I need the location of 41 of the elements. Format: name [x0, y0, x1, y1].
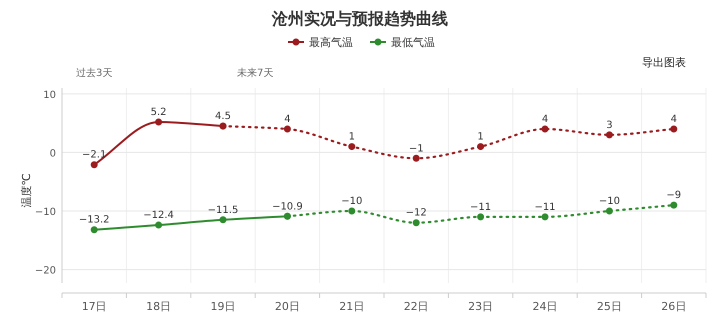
- data-label: 4: [284, 114, 291, 125]
- y-axis-title: 温度℃: [20, 173, 33, 208]
- data-label: 5.2: [150, 106, 167, 118]
- text: 未来7天: [237, 67, 274, 79]
- legend-label: 最低气温: [391, 36, 435, 49]
- data-label: −2.1: [82, 150, 106, 161]
- y-tick-label: −10: [34, 207, 56, 218]
- data-label: −12.4: [143, 210, 174, 222]
- data-label: −10: [598, 196, 620, 207]
- x-tick-label: 23日: [468, 300, 494, 313]
- x-tick-label: 24日: [532, 300, 558, 313]
- data-label: 3: [606, 120, 613, 131]
- x-tick-label: 26日: [661, 300, 686, 313]
- data-label: −10: [341, 196, 362, 207]
- y-tick-label: 0: [50, 148, 56, 160]
- x-tick-label: 22日: [404, 300, 429, 313]
- chart-title: 沧州实况与预报趋势曲线: [271, 9, 448, 28]
- x-tick-label: 25日: [596, 300, 622, 313]
- data-label: 4.5: [215, 111, 231, 122]
- data-label: −9: [666, 190, 682, 202]
- y-tick-label: 10: [43, 90, 56, 101]
- x-tick-label: 17日: [82, 300, 107, 313]
- legend-label: 最高气温: [309, 36, 353, 49]
- x-tick-label: 19日: [210, 300, 236, 313]
- data-label: 4: [670, 114, 677, 125]
- x-tick-label: 21日: [339, 300, 364, 313]
- data-label: 1: [477, 132, 484, 143]
- data-label: −1: [408, 143, 424, 154]
- y-tick-label: −20: [34, 266, 56, 277]
- data-label: 1: [348, 132, 355, 143]
- data-label: −11.5: [208, 204, 238, 216]
- data-label: −13.2: [78, 214, 110, 226]
- data-label: −12: [406, 208, 427, 219]
- text: 过去3天: [76, 67, 112, 79]
- x-tick-label: 20日: [274, 300, 300, 313]
- data-label: −10.9: [272, 201, 303, 212]
- data-label: −11: [470, 202, 492, 213]
- x-tick-label: 18日: [146, 300, 172, 313]
- data-label: −11: [534, 202, 556, 213]
- data-label: 4: [542, 114, 548, 125]
- text: 导出图表: [642, 56, 686, 69]
